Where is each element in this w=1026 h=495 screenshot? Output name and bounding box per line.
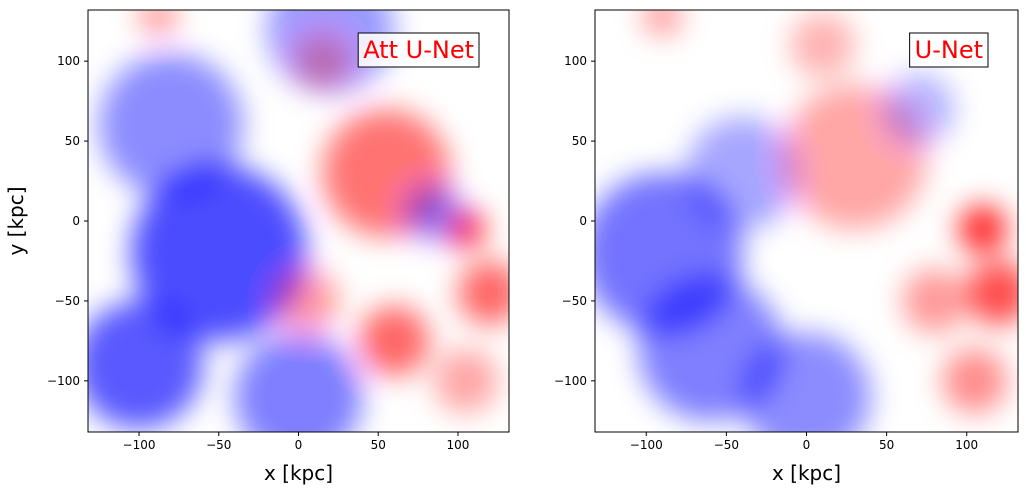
x-tick-label: −100	[630, 438, 663, 452]
y-tick-label: 0	[72, 214, 80, 228]
x-tick-label: 0	[803, 438, 811, 452]
heatmap-region-12	[139, 10, 178, 36]
x-tick-label: 50	[371, 438, 386, 452]
heatmap-blobs	[88, 10, 509, 432]
heatmap-region-2	[88, 301, 203, 429]
heatmap-region-5	[234, 333, 363, 432]
heatmap-region-1	[131, 165, 307, 341]
heatmap-region-4	[742, 332, 871, 432]
heatmap-blobs	[595, 10, 1018, 432]
x-tick-label: −50	[714, 438, 739, 452]
y-tick-label: 50	[572, 134, 587, 148]
y-tick-label: −50	[562, 294, 587, 308]
heatmap-region-8	[457, 261, 509, 325]
panel-title-frame	[357, 32, 480, 68]
y-tick-label: 50	[65, 134, 80, 148]
heatmap-region-9	[359, 305, 430, 376]
x-tick-label: 100	[447, 438, 470, 452]
x-tick-label: 0	[295, 438, 303, 452]
y-tick-label: −100	[47, 374, 80, 388]
heatmap-panel-2: −100 −50 0 50 100 −100 −50 0 50 100 x [kpc] U-Net	[554, 9, 1019, 485]
heatmap-region-3	[686, 116, 799, 230]
x-axis-label: x [kpc]	[264, 461, 333, 485]
heatmap-region-14	[434, 348, 498, 413]
heatmap-region-10	[274, 269, 339, 333]
heatmap-field	[595, 10, 1018, 432]
heatmap-region-11	[790, 13, 855, 78]
heatmap-region-7	[966, 260, 1018, 325]
panel-title: U-Net	[915, 36, 983, 64]
heatmap-panel-1: −100 −50 0 50 100 −100 −50 0 50 100 x [kpc] y [kpc]…	[4, 9, 510, 485]
heatmap-region-12	[883, 73, 954, 145]
x-tick-label: 50	[879, 438, 894, 452]
heatmap-region-8	[902, 268, 967, 333]
panel-title-box: U-Net	[909, 32, 989, 68]
heatmap-region-9	[942, 348, 1007, 413]
panel-title: Att U-Net	[363, 36, 474, 64]
panel-title-frame	[909, 32, 989, 68]
x-tick-label: −50	[206, 438, 231, 452]
y-tick-label: 100	[564, 54, 587, 68]
y-tick-label: −50	[55, 294, 80, 308]
y-axis-label: y [kpc]	[4, 186, 28, 255]
heatmap-field	[88, 10, 509, 432]
heatmap-region-11	[405, 184, 463, 242]
panel-title-box: Att U-Net	[357, 32, 480, 68]
y-tick-label: 100	[57, 54, 80, 68]
y-tick-label: −100	[554, 374, 587, 388]
y-tick-label: 0	[579, 214, 587, 228]
x-tick-label: −100	[123, 438, 156, 452]
heatmap-region-3	[99, 53, 243, 197]
heatmap-region-10	[643, 10, 682, 36]
heatmap-region-6	[958, 204, 1007, 254]
x-axis-label: x [kpc]	[772, 461, 841, 485]
x-tick-label: 100	[955, 438, 978, 452]
heatmap-region-13	[293, 32, 352, 90]
